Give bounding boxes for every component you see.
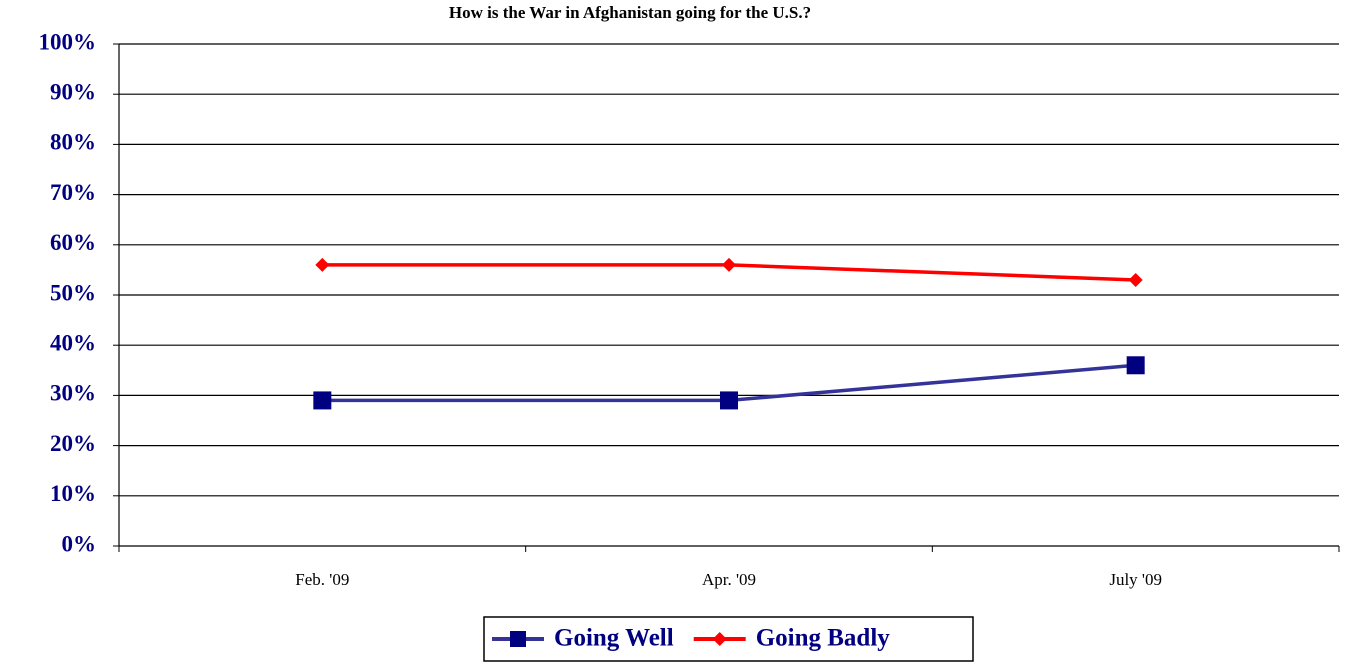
data-point <box>1128 272 1143 287</box>
legend-label: Going Badly <box>756 625 891 652</box>
y-tick-label: 20% <box>50 431 96 456</box>
y-tick-label: 100% <box>39 29 97 54</box>
legend-marker <box>712 632 727 646</box>
y-tick-label: 50% <box>50 280 96 305</box>
y-tick-label: 70% <box>50 180 96 205</box>
y-tick-label: 0% <box>62 531 97 556</box>
y-tick-label: 30% <box>50 381 96 406</box>
y-tick-label: 10% <box>50 481 96 506</box>
x-tick-label: Apr. '09 <box>702 570 756 589</box>
y-tick-label: 40% <box>50 330 96 355</box>
x-tick-label: July '09 <box>1109 570 1162 589</box>
data-point <box>720 391 738 410</box>
data-point <box>315 257 330 272</box>
legend-label: Going Well <box>554 625 674 652</box>
x-tick-label: Feb. '09 <box>295 570 349 589</box>
y-tick-label: 60% <box>50 230 96 255</box>
data-point <box>1126 356 1145 375</box>
data-point <box>722 257 736 272</box>
data-point <box>313 391 332 410</box>
y-tick-label: 90% <box>50 79 96 104</box>
chart-title: How is the War in Afghanistan going for … <box>449 3 811 22</box>
y-tick-label: 80% <box>50 130 96 155</box>
legend-marker <box>510 631 526 647</box>
